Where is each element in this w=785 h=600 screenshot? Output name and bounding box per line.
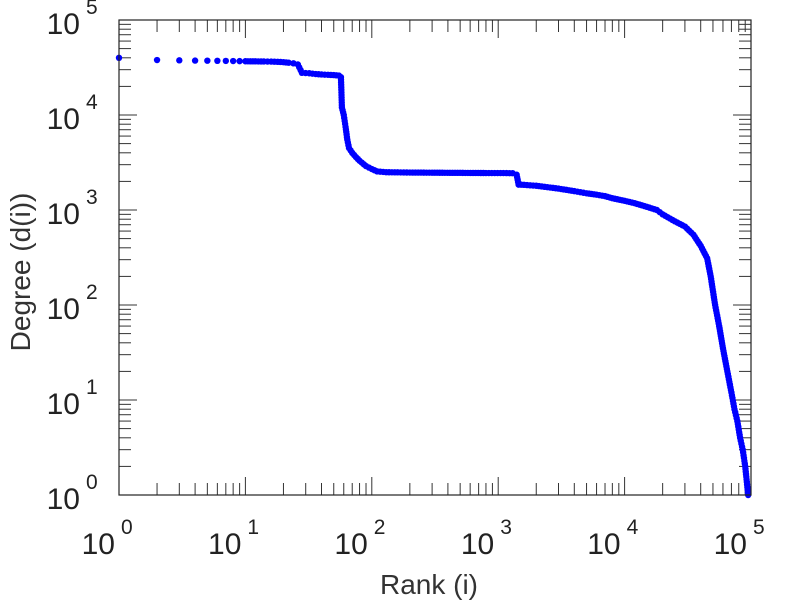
data-point bbox=[153, 56, 161, 64]
y-tick-base: 10 bbox=[47, 293, 80, 326]
data-point bbox=[191, 57, 199, 64]
data-points bbox=[115, 54, 752, 499]
data-point bbox=[176, 57, 183, 64]
data-point bbox=[204, 57, 211, 64]
x-tick-label: 10 1 bbox=[208, 516, 259, 561]
y-tick-exponent: 0 bbox=[86, 471, 98, 494]
x-tick-base: 10 bbox=[334, 528, 367, 561]
x-tick-exponent: 5 bbox=[753, 516, 765, 539]
tick-labels: 10 0 10 1 10 2 10 3 10 4 10 5 10 0 10 1 10 2 10 3 10 4 10 5 bbox=[47, 0, 765, 561]
y-tick-base: 10 bbox=[47, 198, 80, 231]
y-tick-exponent: 4 bbox=[86, 91, 98, 114]
data-point bbox=[222, 57, 230, 65]
x-tick-exponent: 2 bbox=[374, 516, 386, 539]
y-tick-exponent: 2 bbox=[86, 281, 98, 304]
x-axis-label: Rank (i) bbox=[380, 569, 478, 600]
data-point bbox=[285, 59, 292, 66]
y-tick-label: 10 3 bbox=[47, 186, 98, 231]
data-point bbox=[214, 57, 221, 64]
data-point bbox=[236, 57, 243, 65]
y-tick-exponent: 3 bbox=[86, 186, 98, 209]
x-tick-label: 10 3 bbox=[461, 516, 512, 561]
x-tick-exponent: 3 bbox=[500, 516, 512, 539]
data-point bbox=[229, 57, 237, 65]
y-tick-exponent: 5 bbox=[86, 0, 98, 19]
y-tick-label: 10 4 bbox=[47, 91, 98, 136]
x-tick-exponent: 1 bbox=[247, 516, 259, 539]
x-tick-label: 10 5 bbox=[714, 516, 765, 561]
y-tick-exponent: 1 bbox=[86, 376, 98, 399]
x-tick-base: 10 bbox=[82, 528, 115, 561]
y-tick-base: 10 bbox=[47, 388, 80, 421]
x-tick-base: 10 bbox=[461, 528, 494, 561]
x-tick-base: 10 bbox=[587, 528, 620, 561]
x-tick-label: 10 0 bbox=[82, 516, 133, 561]
y-axis-label: Degree (d(i)) bbox=[5, 193, 36, 352]
x-tick-base: 10 bbox=[714, 528, 747, 561]
x-tick-label: 10 2 bbox=[334, 516, 385, 561]
x-tick-base: 10 bbox=[208, 528, 241, 561]
y-tick-base: 10 bbox=[47, 103, 80, 136]
y-tick-label: 10 2 bbox=[47, 281, 98, 326]
y-tick-base: 10 bbox=[47, 8, 80, 41]
x-tick-exponent: 4 bbox=[627, 516, 639, 539]
y-tick-label: 10 1 bbox=[47, 376, 98, 421]
y-tick-base: 10 bbox=[47, 483, 80, 516]
y-tick-label: 10 0 bbox=[47, 471, 98, 516]
x-tick-label: 10 4 bbox=[587, 516, 638, 561]
x-tick-exponent: 0 bbox=[121, 516, 133, 539]
minor-tick-layer bbox=[118, 20, 751, 496]
plot-frame bbox=[118, 19, 752, 496]
y-tick-label: 10 5 bbox=[47, 0, 98, 41]
